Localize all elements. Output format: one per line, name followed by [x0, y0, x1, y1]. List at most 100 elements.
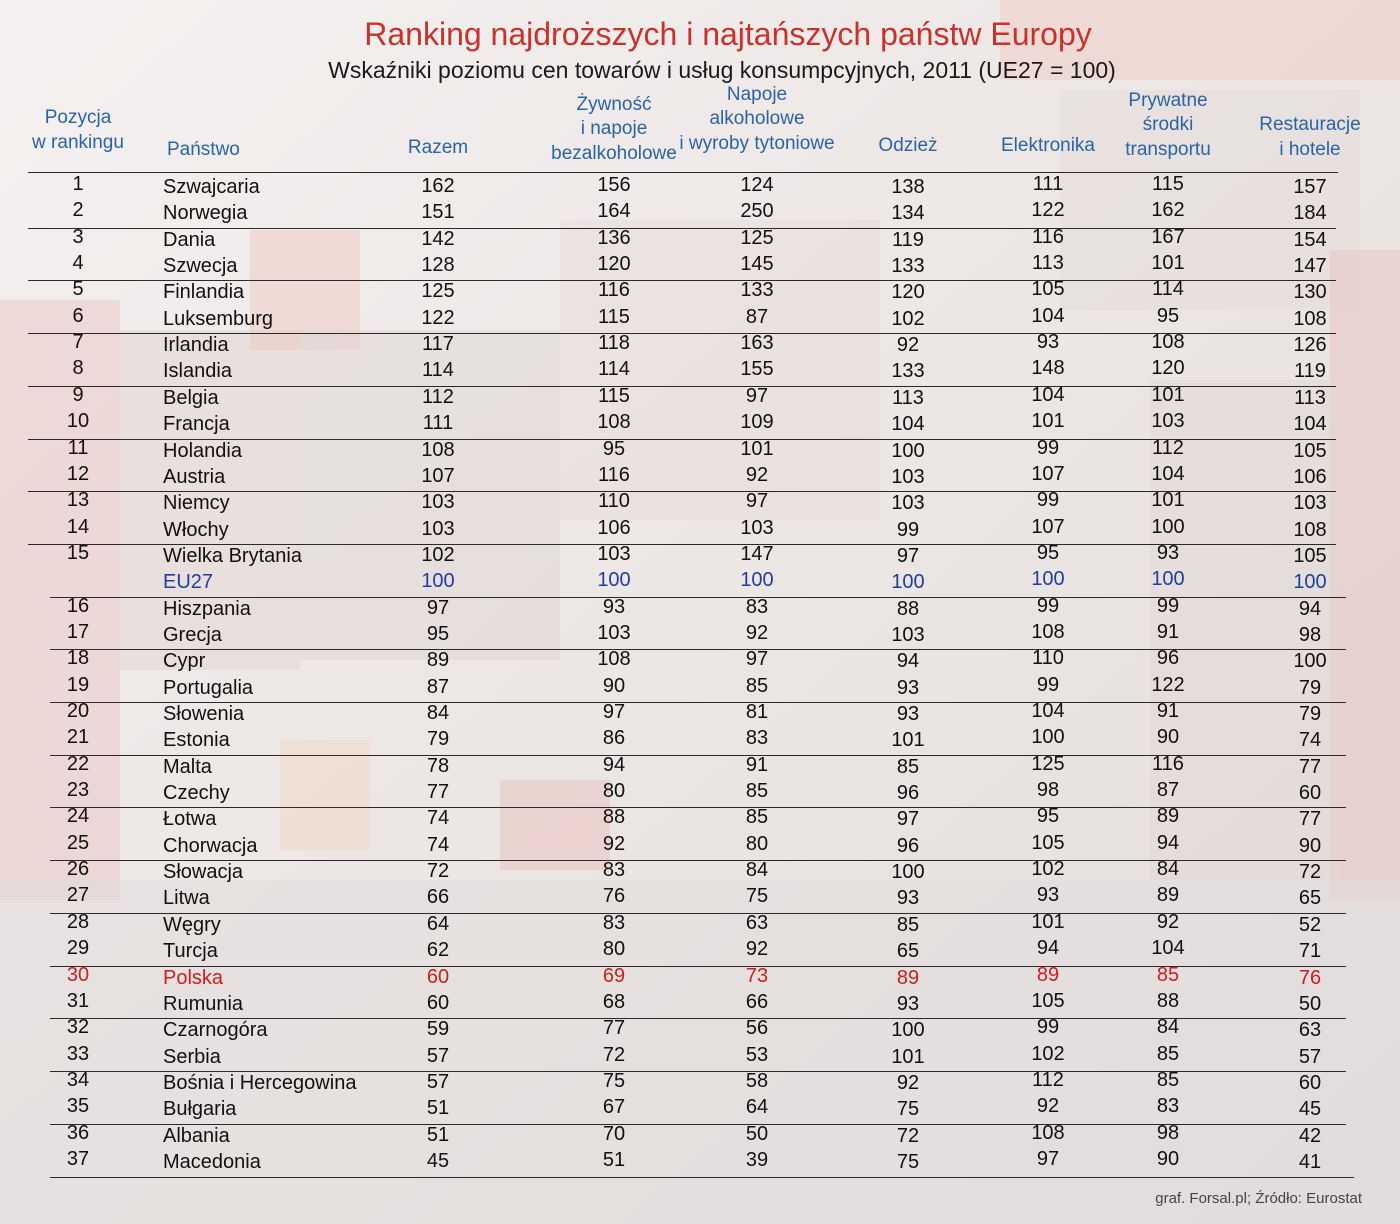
country-cell: Bułgaria: [163, 1098, 237, 1121]
value-cell-napoje: 133: [740, 279, 774, 302]
value-cell-odziez: 97: [896, 808, 920, 831]
value-cell-zywnosc: 93: [602, 595, 626, 618]
country-cell: Turcja: [163, 940, 218, 963]
value-cell-odziez: 93: [896, 676, 920, 699]
value-cell-transport: 120: [1151, 357, 1185, 380]
rank-cell: 31: [66, 989, 90, 1012]
value-cell-razem: 117: [422, 333, 454, 356]
rank-cell: 7: [72, 331, 84, 354]
country-cell: Portugalia: [163, 676, 254, 699]
value-cell-elektronika: 110: [1032, 647, 1064, 670]
country-cell: Holandia: [163, 439, 242, 462]
value-cell-zywnosc: 108: [597, 648, 631, 671]
country-cell: Norwegia: [163, 202, 248, 225]
header-napoje-line-2: alkoholowe: [709, 108, 805, 129]
value-cell-napoje: 163: [740, 332, 774, 355]
value-cell-razem: 162: [421, 175, 455, 197]
value-cell-napoje: 50: [745, 1122, 769, 1145]
value-cell-razem: 51: [426, 1123, 450, 1146]
country-cell: Polska: [163, 966, 224, 989]
value-cell-transport: 104: [1151, 462, 1185, 485]
value-cell-zywnosc: 100: [597, 569, 631, 592]
rank-cell: 29: [66, 937, 90, 960]
rank-cell: 19: [66, 673, 90, 696]
value-cell-zywnosc: 88: [602, 806, 626, 829]
value-cell-razem: 74: [426, 833, 450, 856]
value-cell-restauracje: 41: [1298, 1150, 1322, 1173]
value-cell-razem: 114: [422, 359, 454, 382]
value-cell-razem: 100: [421, 570, 455, 593]
value-cell-zywnosc: 116: [598, 463, 630, 486]
value-cell-elektronika: 111: [1032, 173, 1064, 195]
header-rank-line-1: Pozycja: [44, 107, 112, 128]
value-cell-restauracje: 130: [1293, 281, 1327, 304]
value-cell-restauracje: 90: [1298, 834, 1322, 857]
value-cell-napoje: 101: [740, 437, 774, 460]
value-cell-elektronika: 104: [1031, 383, 1065, 406]
value-cell-elektronika: 125: [1031, 752, 1065, 775]
value-cell-zywnosc: 92: [602, 832, 626, 855]
row-separator: [50, 1018, 1346, 1020]
value-cell-odziez: 88: [896, 597, 920, 620]
rank-cell: 28: [66, 910, 90, 933]
value-cell-zywnosc: 106: [597, 516, 631, 539]
rank-cell: 17: [66, 620, 90, 643]
value-cell-restauracje: 79: [1298, 676, 1322, 699]
value-cell-odziez: 75: [896, 1098, 920, 1121]
value-cell-restauracje: 98: [1298, 623, 1322, 646]
value-cell-napoje: 39: [745, 1148, 769, 1171]
header-transport-line-2: środki: [1142, 114, 1194, 135]
value-cell-elektronika: 105: [1031, 989, 1065, 1012]
value-cell-napoje: 73: [745, 964, 769, 987]
value-cell-zywnosc: 116: [598, 279, 630, 302]
value-cell-restauracje: 57: [1298, 1045, 1322, 1068]
value-cell-odziez: 94: [896, 650, 920, 673]
header-elektronika-line-1: Elektronika: [1001, 134, 1095, 156]
value-cell-zywnosc: 80: [602, 780, 626, 803]
value-cell-restauracje: 42: [1298, 1124, 1322, 1147]
value-cell-napoje: 97: [745, 648, 769, 671]
value-cell-napoje: 84: [745, 859, 769, 882]
value-cell-odziez: 72: [896, 1124, 920, 1147]
value-cell-transport: 91: [1156, 620, 1180, 643]
value-cell-odziez: 93: [896, 992, 920, 1015]
rank-cell: 1: [72, 173, 84, 195]
value-cell-zywnosc: 120: [597, 253, 631, 276]
value-cell-zywnosc: 67: [602, 1096, 626, 1119]
rank-cell: 15: [66, 541, 90, 564]
value-cell-elektronika: 98: [1036, 779, 1060, 802]
value-cell-restauracje: 154: [1293, 228, 1327, 251]
value-cell-razem: 122: [421, 306, 455, 329]
value-cell-odziez: 100: [891, 861, 925, 884]
rank-cell: 13: [66, 489, 90, 512]
value-cell-napoje: 92: [745, 621, 769, 644]
rank-cell: 27: [66, 884, 90, 907]
value-cell-napoje: 145: [740, 253, 774, 276]
country-cell: Chorwacja: [163, 834, 258, 857]
value-cell-elektronika: 99: [1036, 436, 1060, 459]
value-cell-napoje: 81: [745, 701, 769, 723]
value-cell-napoje: 53: [745, 1043, 769, 1066]
rank-cell: 36: [66, 1121, 90, 1144]
value-cell-razem: 87: [426, 675, 450, 698]
value-cell-odziez: 100: [891, 439, 925, 462]
country-cell: Grecja: [163, 623, 222, 646]
value-cell-razem: 102: [421, 543, 455, 566]
value-cell-elektronika: 101: [1031, 410, 1065, 433]
header-zywnosc-line-2: i napoje: [580, 118, 648, 139]
value-cell-transport: 90: [1156, 1147, 1180, 1170]
country-cell: Irlandia: [163, 334, 229, 357]
value-cell-elektronika: 99: [1036, 673, 1060, 696]
value-cell-elektronika: 116: [1032, 225, 1064, 248]
value-cell-elektronika: 102: [1031, 858, 1065, 881]
value-cell-zywnosc: 118: [598, 332, 630, 355]
value-cell-zywnosc: 110: [598, 490, 630, 513]
value-cell-transport: 115: [1152, 173, 1184, 195]
value-cell-zywnosc: 115: [598, 305, 630, 328]
value-cell-odziez: 103: [891, 492, 925, 515]
rank-cell: 2: [72, 199, 84, 222]
value-cell-napoje: 83: [745, 727, 769, 750]
value-cell-restauracje: 50: [1298, 992, 1322, 1015]
value-cell-razem: 151: [421, 201, 455, 224]
rank-cell: 3: [72, 225, 84, 248]
